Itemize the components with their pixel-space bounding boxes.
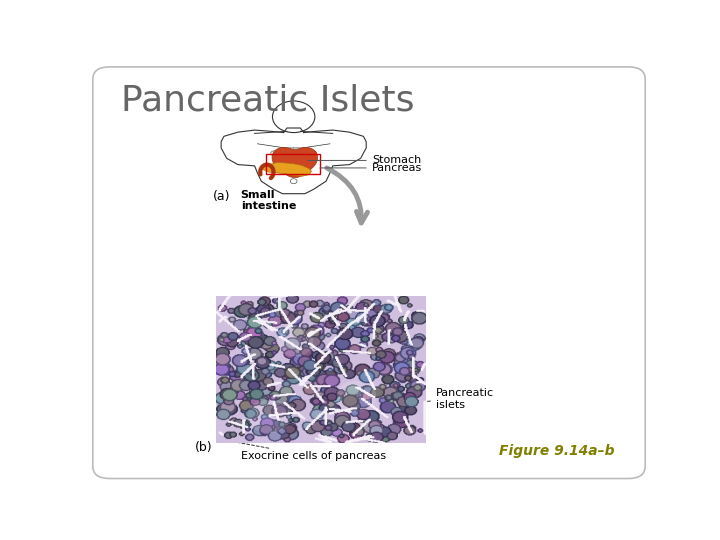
Text: Figure 9.14a–b: Figure 9.14a–b	[499, 444, 615, 458]
FancyBboxPatch shape	[93, 67, 645, 478]
Text: Small
intestine: Small intestine	[240, 190, 296, 211]
Text: (b): (b)	[195, 441, 213, 454]
Text: Pancreatic
islets: Pancreatic islets	[422, 388, 494, 410]
Text: (a): (a)	[213, 190, 230, 202]
Polygon shape	[261, 163, 312, 176]
Polygon shape	[272, 147, 318, 178]
Text: Exocrine cells of pancreas: Exocrine cells of pancreas	[227, 440, 386, 462]
Text: Pancreatic Islets: Pancreatic Islets	[121, 84, 414, 118]
Text: Pancreas: Pancreas	[320, 163, 422, 173]
Bar	[266, 154, 320, 174]
Text: Stomach: Stomach	[307, 156, 421, 165]
